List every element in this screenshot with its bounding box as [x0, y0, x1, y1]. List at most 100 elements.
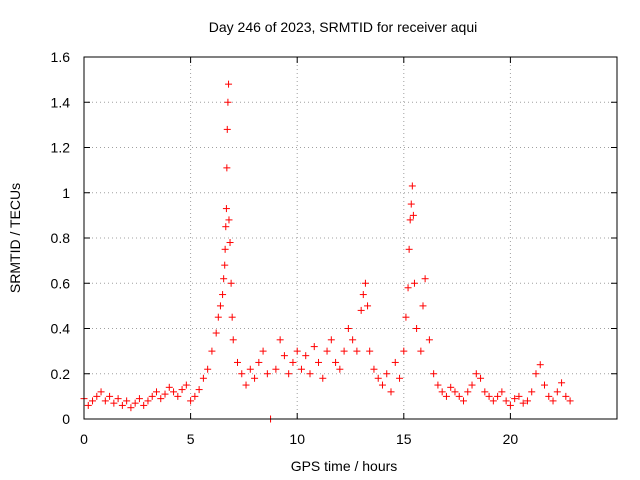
- data-point: [370, 365, 378, 373]
- data-point: [225, 216, 233, 224]
- data-point: [97, 388, 105, 396]
- y-tick-label: 1.6: [51, 49, 71, 65]
- data-point: [297, 365, 305, 373]
- data-point: [315, 358, 323, 366]
- data-point: [494, 392, 502, 400]
- data-point: [123, 397, 131, 405]
- data-point: [212, 329, 220, 337]
- data-point: [442, 392, 450, 400]
- data-point: [502, 397, 510, 405]
- data-point: [227, 279, 235, 287]
- data-point: [378, 381, 386, 389]
- data-point: [541, 381, 549, 389]
- data-point: [562, 392, 570, 400]
- data-point: [349, 336, 357, 344]
- data-point: [148, 392, 156, 400]
- data-point: [566, 397, 574, 405]
- data-point: [402, 313, 410, 321]
- x-tick-label: 5: [187, 431, 195, 447]
- data-point: [220, 275, 228, 283]
- x-tick-label: 15: [396, 431, 412, 447]
- data-point: [451, 388, 459, 396]
- data-point: [135, 395, 143, 403]
- data-point: [519, 399, 527, 407]
- data-point: [214, 313, 222, 321]
- data-point: [219, 291, 227, 299]
- data-point: [532, 370, 540, 378]
- data-point: [413, 325, 421, 332]
- data-point: [336, 365, 344, 373]
- data-point: [228, 313, 236, 321]
- data-point: [553, 388, 561, 396]
- y-axis-label: SRMTID / TECUs: [7, 183, 23, 293]
- data-point: [404, 284, 412, 292]
- data-point: [396, 374, 404, 382]
- data-point: [223, 125, 231, 133]
- data-point: [221, 245, 229, 253]
- data-point: [306, 370, 314, 378]
- data-point: [165, 383, 173, 391]
- data-point: [332, 358, 340, 366]
- data-point: [152, 388, 160, 396]
- data-point: [364, 302, 372, 310]
- data-point: [340, 347, 348, 355]
- data-point: [238, 370, 246, 378]
- data-point: [327, 336, 335, 344]
- data-point: [276, 336, 284, 344]
- y-tick-label: 1: [62, 185, 70, 201]
- data-point: [110, 399, 118, 407]
- data-point: [199, 374, 207, 382]
- data-point: [222, 205, 230, 213]
- data-point: [374, 374, 382, 382]
- data-point: [323, 347, 331, 355]
- data-point: [221, 261, 229, 269]
- data-point: [89, 397, 97, 405]
- data-point: [178, 386, 186, 394]
- data-point: [280, 352, 288, 360]
- data-point: [485, 392, 493, 400]
- data-point: [434, 381, 442, 389]
- y-tick-label: 0.6: [51, 275, 71, 291]
- y-tick-label: 1.4: [51, 94, 71, 110]
- data-point: [118, 401, 126, 409]
- data-point: [468, 381, 476, 389]
- data-point: [174, 392, 182, 400]
- y-tick-label: 0.4: [51, 321, 71, 337]
- data-point: [407, 200, 415, 208]
- data-point: [225, 80, 233, 88]
- data-point: [472, 370, 480, 378]
- data-point: [489, 397, 497, 405]
- data-point: [114, 395, 122, 403]
- data-point: [498, 388, 506, 396]
- data-point: [523, 397, 531, 405]
- data-point: [515, 392, 523, 400]
- data-point: [293, 347, 301, 355]
- y-tick-label: 0.2: [51, 366, 71, 382]
- data-point: [161, 390, 169, 398]
- data-point: [255, 358, 263, 366]
- data-point: [84, 401, 92, 409]
- data-point: [455, 392, 463, 400]
- data-point: [204, 365, 212, 373]
- data-point: [421, 275, 429, 283]
- data-point: [157, 395, 165, 403]
- data-point: [246, 365, 254, 373]
- data-point: [447, 383, 455, 391]
- x-tick-label: 0: [80, 431, 88, 447]
- y-tick-label: 0.8: [51, 230, 71, 246]
- data-point: [182, 381, 190, 389]
- data-point: [361, 279, 369, 287]
- data-point: [302, 352, 310, 360]
- data-point: [310, 343, 318, 351]
- data-point: [223, 164, 231, 172]
- data-point: [406, 216, 414, 224]
- data-point: [558, 379, 566, 387]
- data-point: [359, 291, 367, 299]
- data-point: [506, 401, 514, 409]
- data-point: [400, 347, 408, 355]
- data-point: [285, 370, 293, 378]
- data-point: [101, 397, 109, 405]
- data-point: [127, 404, 135, 412]
- tick-label-layer: 0 0.2 0.4 0.6 0.8 1 1.2 1.4 1.6 0 5 10 15 20: [51, 49, 519, 447]
